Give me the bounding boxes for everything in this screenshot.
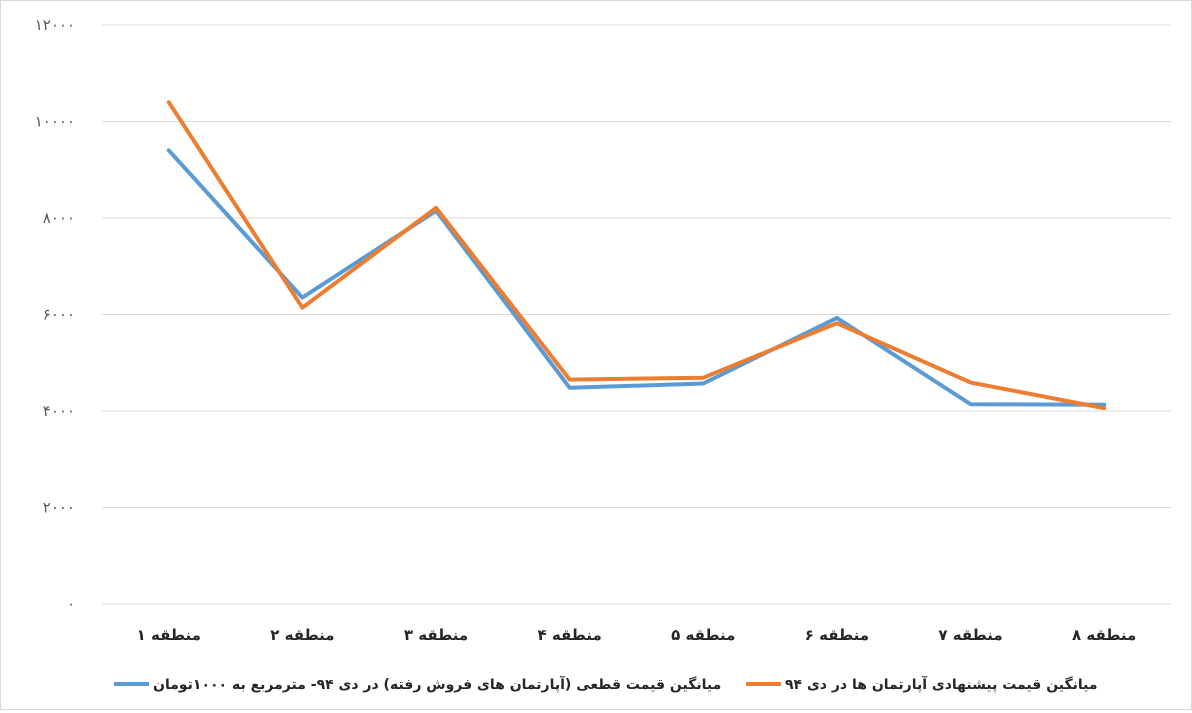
series-line-1 [169, 150, 1104, 404]
series-lines [169, 102, 1104, 408]
x-tick-label: منطقه ۴ [538, 626, 602, 644]
y-tick-label: ۲۰۰۰ [43, 499, 75, 517]
y-tick-label: ۸۰۰۰ [43, 209, 75, 227]
x-tick-label: منطقه ۸ [1072, 626, 1136, 644]
x-tick-label: منطقه ۷ [938, 626, 1002, 644]
x-axis-ticks: منطقه ۱ منطقه ۲ منطقه ۳ منطقه ۴ منطقه ۵ منطقه… [137, 626, 1137, 644]
x-tick-label: منطقه ۲ [270, 626, 334, 644]
series-line-2 [169, 102, 1104, 408]
x-tick-label: منطقه ۵ [671, 626, 735, 644]
x-tick-label: منطقه ۱ [137, 626, 201, 644]
x-tick-label: منطقه ۶ [805, 626, 869, 644]
legend: میانگین قیمت قطعی (آپارتمان های فروش رفت… [114, 675, 1098, 693]
y-tick-label: ۰ [67, 595, 75, 613]
y-tick-label: ۱۰۰۰۰ [35, 113, 75, 131]
legend-label-series-1: میانگین قیمت قطعی (آپارتمان های فروش رفت… [153, 675, 721, 693]
y-tick-label: ۱۲۰۰۰ [35, 16, 75, 34]
x-tick-label: منطقه ۳ [404, 626, 468, 644]
y-tick-label: ۶۰۰۰ [43, 306, 75, 324]
y-tick-label: ۴۰۰۰ [43, 402, 75, 420]
y-axis-ticks: ۰ ۲۰۰۰ ۴۰۰۰ ۶۰۰۰ ۸۰۰۰ ۱۰۰۰۰ ۱۲۰۰۰ [35, 16, 75, 613]
gridlines [102, 25, 1171, 604]
legend-label-series-2: میانگین قیمت پیشنهادی آپارتمان ها در دی … [785, 675, 1098, 693]
